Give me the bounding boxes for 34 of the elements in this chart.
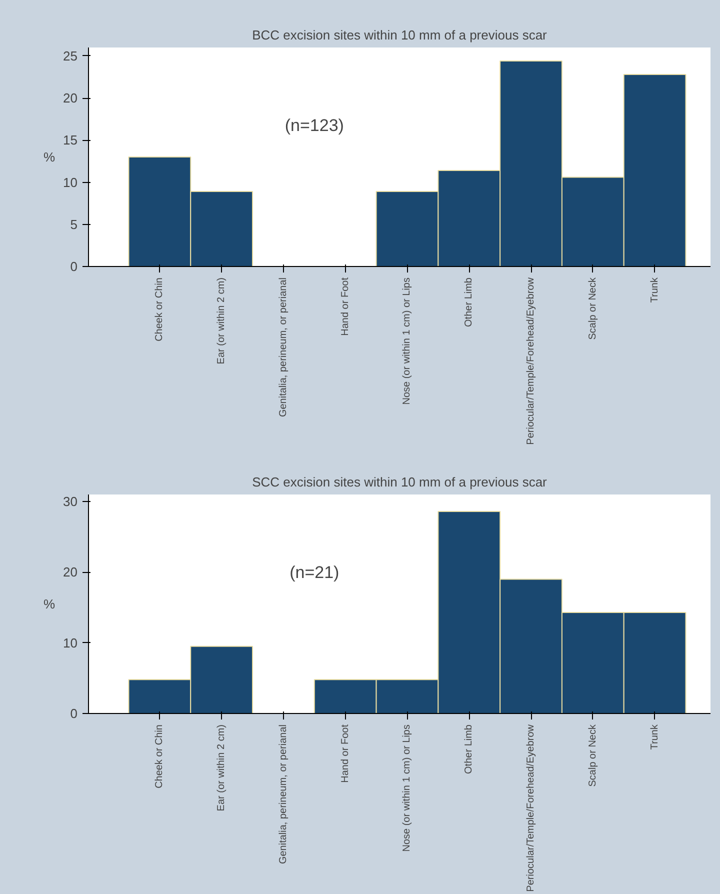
x-tick-label: Hand or Foot bbox=[340, 277, 351, 336]
x-tick-label: Ear (or within 2 cm) bbox=[216, 277, 228, 364]
x-tick-label: Trunk bbox=[649, 276, 660, 303]
y-tick-label: 25 bbox=[63, 48, 78, 64]
y-axis-title: % bbox=[43, 150, 56, 164]
x-tick-label: Periocular/Temple/Forehead/Eyebrow bbox=[526, 724, 537, 892]
x-tick-label: Periocular/Temple/Forehead/Eyebrow bbox=[526, 276, 537, 445]
x-tick-label: Genitalia, perineum, or perianal bbox=[278, 277, 289, 418]
x-tick-label: Hand or Foot bbox=[340, 724, 351, 783]
y-tick-label: 30 bbox=[63, 494, 78, 510]
x-tick-label: Genitalia, perineum, or perianal bbox=[278, 724, 289, 864]
x-tick-label: Nose (or within 1 cm) or Lips bbox=[402, 724, 413, 852]
x-tick-label: Trunk bbox=[649, 724, 660, 750]
y-tick-label: 5 bbox=[70, 216, 78, 232]
x-tick-label: Nose (or within 1 cm) or Lips bbox=[402, 277, 413, 405]
y-tick-label: 10 bbox=[63, 174, 78, 190]
y-axis-title: % bbox=[43, 596, 56, 612]
x-tick-label: Cheek or Chin bbox=[154, 724, 166, 788]
chart-title: BCC excision sites within 10 mm of a previous scar bbox=[252, 28, 548, 42]
chart-title: SCC excision sites within 10 mm of a previous scar bbox=[252, 474, 548, 490]
x-tick-label: Scalp or Neck bbox=[587, 724, 598, 787]
y-tick-label: 0 bbox=[70, 706, 78, 721]
annotation: (n=21) bbox=[290, 563, 340, 582]
x-tick-label: Scalp or Neck bbox=[587, 276, 598, 340]
annotation: (n=123) bbox=[284, 116, 344, 136]
y-tick-label: 20 bbox=[63, 564, 78, 580]
y-tick-label: 20 bbox=[63, 90, 78, 106]
y-tick-label: 0 bbox=[70, 259, 78, 274]
x-tick-label: Ear (or within 2 cm) bbox=[216, 724, 228, 812]
y-tick-label: 10 bbox=[63, 635, 78, 650]
x-tick-label: Cheek or Chin bbox=[154, 278, 166, 342]
x-tick-label: Other Limb bbox=[464, 277, 475, 327]
x-tick-label: Other Limb bbox=[464, 724, 475, 774]
y-tick-label: 15 bbox=[63, 132, 78, 148]
